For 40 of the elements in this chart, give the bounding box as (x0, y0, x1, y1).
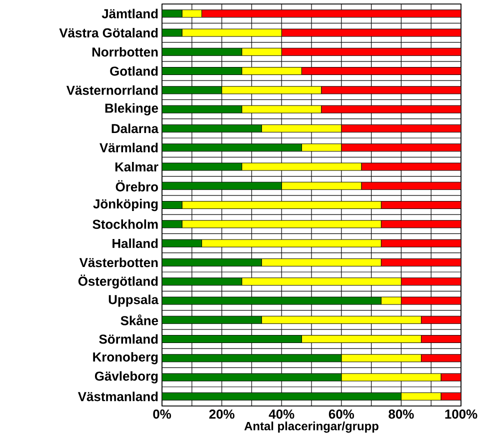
y-tick-label: Blekinge (105, 103, 158, 116)
y-tick-label: Kalmar (115, 162, 158, 172)
y-tick-label: Jämtland (102, 8, 158, 18)
y-tick-label: Halland (112, 238, 158, 248)
bar (162, 258, 262, 266)
y-tick-label: Skåne (120, 314, 158, 326)
y-tick-label: Kronoberg (93, 352, 158, 364)
x-tick-label: 0% (153, 410, 172, 419)
y-tick-label: Gotland (110, 66, 158, 76)
bar (162, 316, 262, 324)
y-tick-label: Östergötland (78, 274, 158, 288)
y-tick-label: Stockholm (92, 219, 158, 229)
y-tick-label: Västernorrland (66, 85, 158, 95)
bar (162, 392, 402, 400)
bar (162, 335, 302, 344)
bar (162, 86, 222, 94)
y-tick-label: Jönköping (93, 198, 158, 212)
bar (162, 278, 242, 286)
bar (162, 67, 242, 75)
y-tick-label: Örebro (116, 180, 158, 192)
bar (162, 124, 262, 132)
y-tick-label: Västmanland (78, 392, 158, 402)
y-tick-label: Uppsala (108, 294, 159, 307)
y-tick-label: Gävleborg (94, 371, 158, 384)
y-tick-label: Sörmland (99, 334, 158, 344)
y-tick-label: Norrbotten (92, 47, 158, 57)
x-tick-label: 80% (388, 410, 414, 419)
bar (162, 182, 282, 190)
x-axis-title: Antal placeringar/grupp (244, 422, 378, 433)
x-tick-label: 20% (209, 410, 234, 419)
x-tick-label: 40% (268, 410, 294, 419)
x-tick-label: 100% (445, 410, 478, 419)
x-tick-label: 60% (328, 410, 354, 419)
y-tick-label: Dalarna (112, 124, 159, 134)
y-tick-label: Västerbotten (79, 258, 158, 268)
bar (162, 48, 242, 56)
y-tick-label: Värmland (100, 142, 158, 152)
bar (162, 354, 342, 362)
y-tick-label: Västra Götaland (59, 28, 158, 38)
bar (162, 144, 302, 152)
